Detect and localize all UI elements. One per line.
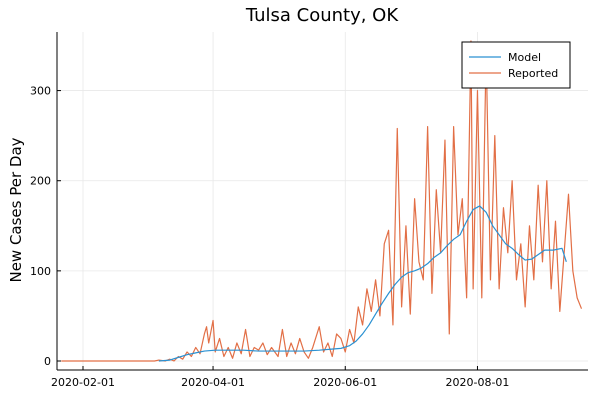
series-line-reported (61, 40, 583, 362)
x-tick-label: 2020-04-01 (181, 376, 245, 389)
series-group (61, 40, 583, 362)
y-tick-label: 300 (30, 85, 51, 98)
y-tick-label: 0 (44, 355, 51, 368)
legend-label-model: Model (508, 51, 541, 64)
x-tick-label: 2020-08-01 (445, 376, 509, 389)
legend-box (461, 41, 571, 89)
y-axis-label: New Cases Per Day (7, 137, 25, 282)
x-tick-label: 2020-02-01 (51, 376, 115, 389)
y-tick-label: 200 (30, 175, 51, 188)
chart-title: Tulsa County, OK (245, 5, 400, 26)
axes: 2020-02-01 2020-04-01 2020-06-01 2020-08-01… (30, 32, 588, 389)
legend: Model Reported (461, 41, 571, 89)
series-line-model (158, 205, 567, 362)
y-tick-label: 100 (30, 265, 51, 278)
legend-label-reported: Reported (508, 67, 558, 80)
x-tick-label: 2020-06-01 (313, 376, 377, 389)
